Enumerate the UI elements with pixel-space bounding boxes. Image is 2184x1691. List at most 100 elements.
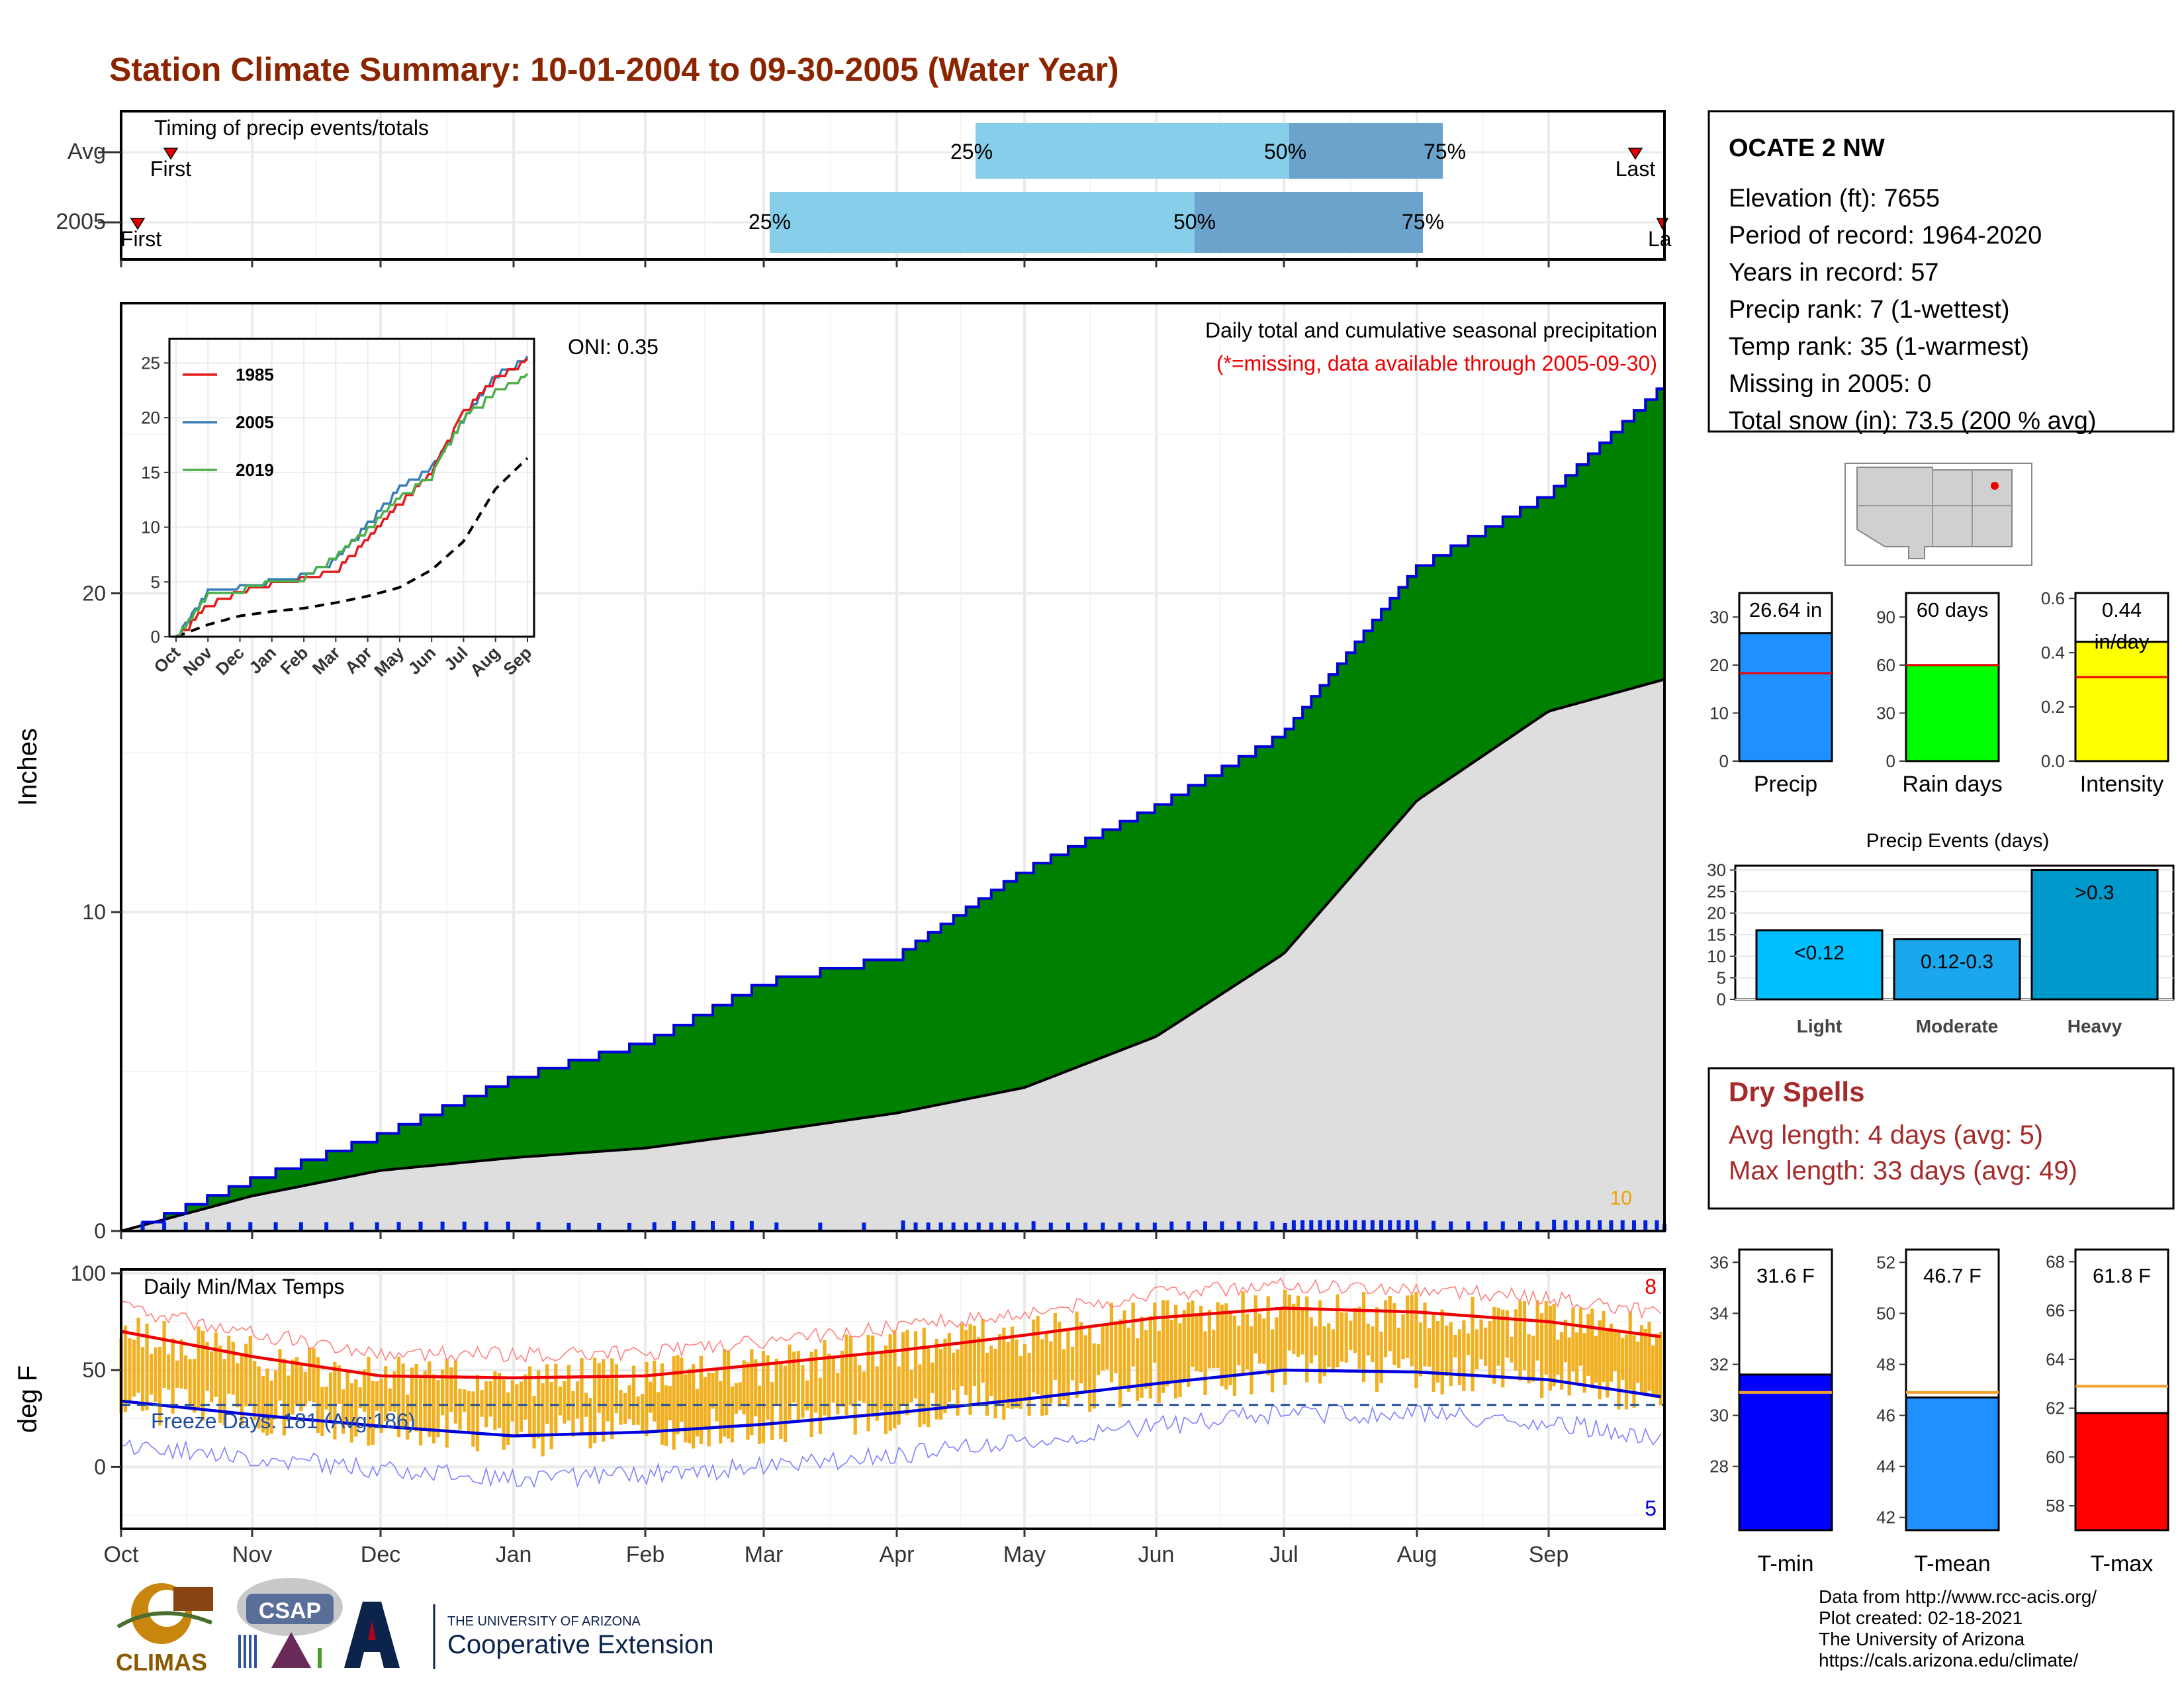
daily-precip-bar: [140, 1222, 145, 1231]
daily-temp-range: [1466, 1333, 1471, 1355]
daily-precip-bar: [652, 1222, 657, 1231]
daily-temp-range: [303, 1371, 307, 1406]
daily-temp-range: [188, 1359, 192, 1408]
temp-bar-y-tick: 30: [1709, 1406, 1729, 1426]
daily-temp-range: [1375, 1307, 1379, 1392]
daily-temp-range: [449, 1367, 453, 1412]
daily-temp-range: [711, 1373, 715, 1409]
timing-panel-label: Timing of precip events/totals: [154, 116, 429, 140]
daily-temp-range: [484, 1381, 488, 1428]
dry-spells-box: Dry Spells Avg length: 4 days (avg: 5) M…: [1707, 1067, 2175, 1210]
daily-temp-range: [1353, 1307, 1357, 1353]
daily-precip-bar: [1396, 1220, 1401, 1231]
csap-logo-text: CSAP: [259, 1598, 321, 1623]
daily-temp-range: [1049, 1341, 1053, 1404]
daily-temp-range: [388, 1388, 392, 1412]
precip-events-title: Precip Events (days): [1866, 830, 2050, 852]
daily-temp-range: [779, 1362, 783, 1439]
daily-temp-range: [227, 1336, 231, 1394]
daily-temp-range: [676, 1355, 680, 1435]
temp-bar-y-tick: 66: [2046, 1301, 2065, 1320]
daily-temp-range: [1228, 1312, 1232, 1386]
daily-temp-range: [1544, 1301, 1548, 1375]
daily-temp-range: [282, 1358, 286, 1436]
daily-precip-bar: [691, 1220, 696, 1231]
daily-precip-bar: [1344, 1220, 1349, 1231]
daily-temp-range: [1582, 1333, 1586, 1393]
precip-legend-title: Daily total and cumulative seasonal prec…: [1205, 318, 1657, 342]
daily-temp-range: [997, 1334, 1002, 1405]
daily-precip-bar: [1270, 1221, 1275, 1231]
daily-temp-range: [840, 1350, 844, 1407]
daily-precip-bar: [1118, 1222, 1122, 1231]
mini-bar-y-tick: 0: [1886, 751, 1895, 771]
temp-y-tick: 0: [94, 1455, 106, 1479]
daily-precip-bar: [1609, 1220, 1614, 1231]
daily-temp-range: [1270, 1329, 1275, 1393]
daily-precip-bar: [711, 1220, 715, 1231]
event-bar-category: Light: [1797, 1016, 1842, 1036]
daily-temp-range: [410, 1367, 414, 1422]
temp-bar-y-tick: 68: [2046, 1252, 2065, 1271]
temp-bar-y-tick: 34: [1709, 1303, 1729, 1323]
temp-y-axis-label: deg F: [13, 1365, 42, 1433]
daily-temp-range: [1384, 1300, 1388, 1357]
month-tick-sep: Sep: [1529, 1542, 1569, 1567]
daily-temp-range: [554, 1363, 558, 1434]
daily-temp-range: [750, 1349, 754, 1436]
mini-bar-y-tick: 90: [1876, 607, 1895, 627]
daily-temp-range: [1371, 1326, 1375, 1363]
daily-temp-range: [918, 1364, 922, 1428]
csap-logo: CSAP: [237, 1578, 343, 1668]
daily-temp-range: [1518, 1301, 1522, 1381]
daily-precip-bar: [976, 1222, 981, 1231]
daily-temp-range: [977, 1337, 981, 1407]
mini-bar-y-tick: 10: [1709, 703, 1729, 723]
daily-temp-range: [423, 1371, 427, 1431]
daily-precip-bar: [774, 1222, 779, 1231]
daily-temp-range: [1590, 1308, 1594, 1385]
daily-precip-bar: [1309, 1220, 1314, 1231]
daily-temp-range: [849, 1336, 853, 1406]
daily-temp-range: [299, 1363, 303, 1412]
daily-temp-range: [193, 1359, 197, 1413]
daily-temp-range: [1245, 1314, 1250, 1370]
daily-temp-range: [1062, 1349, 1066, 1400]
precip-y-axis-label: Inches: [13, 728, 42, 806]
daily-precip-bar: [1169, 1221, 1174, 1231]
daily-precip-bar: [567, 1222, 571, 1231]
daily-temp-range: [558, 1386, 562, 1416]
daily-precip-bar: [1283, 1222, 1287, 1231]
temp-bar-value: 46.7 F: [1923, 1264, 1981, 1287]
daily-temp-range: [1492, 1306, 1496, 1384]
daily-precip-bar: [1031, 1221, 1036, 1231]
daily-temp-range: [723, 1349, 727, 1437]
daily-temp-range: [1275, 1317, 1279, 1373]
daily-temp-range: [1262, 1318, 1266, 1364]
timing-2005-bar-light: [770, 192, 1195, 253]
daily-precip-bar: [1135, 1222, 1140, 1231]
daily-temp-range: [909, 1369, 913, 1403]
daily-temp-range: [943, 1338, 947, 1414]
daily-temp-range: [1488, 1321, 1492, 1378]
station-name: OCATE 2 NW: [1729, 134, 1885, 162]
daily-temp-range: [218, 1346, 222, 1423]
daily-temp-range: [257, 1366, 261, 1429]
daily-precip-bar: [183, 1222, 188, 1231]
daily-temp-range: [730, 1386, 735, 1443]
timing-avg-last-marker: [1627, 148, 1643, 160]
inset-series-2019: [176, 373, 529, 638]
mini-bar-y-tick: 20: [1709, 655, 1729, 675]
daily-temp-range: [699, 1355, 703, 1444]
daily-precip-bar: [1535, 1221, 1540, 1231]
mini-bar-value: 0.44: [2102, 598, 2142, 621]
daily-temp-range: [1357, 1306, 1361, 1369]
daily-temp-range: [1479, 1319, 1483, 1359]
university-of-arizona-logo: THE UNIVERSITY OF ARIZONA Cooperative Ex…: [344, 1602, 713, 1669]
daily-temp-range: [884, 1345, 888, 1435]
daily-temp-range: [154, 1347, 158, 1402]
month-tick-jul: Jul: [1269, 1542, 1298, 1567]
daily-temp-range: [836, 1373, 840, 1414]
daily-temp-range: [831, 1357, 835, 1403]
daily-temp-range: [1182, 1310, 1186, 1381]
